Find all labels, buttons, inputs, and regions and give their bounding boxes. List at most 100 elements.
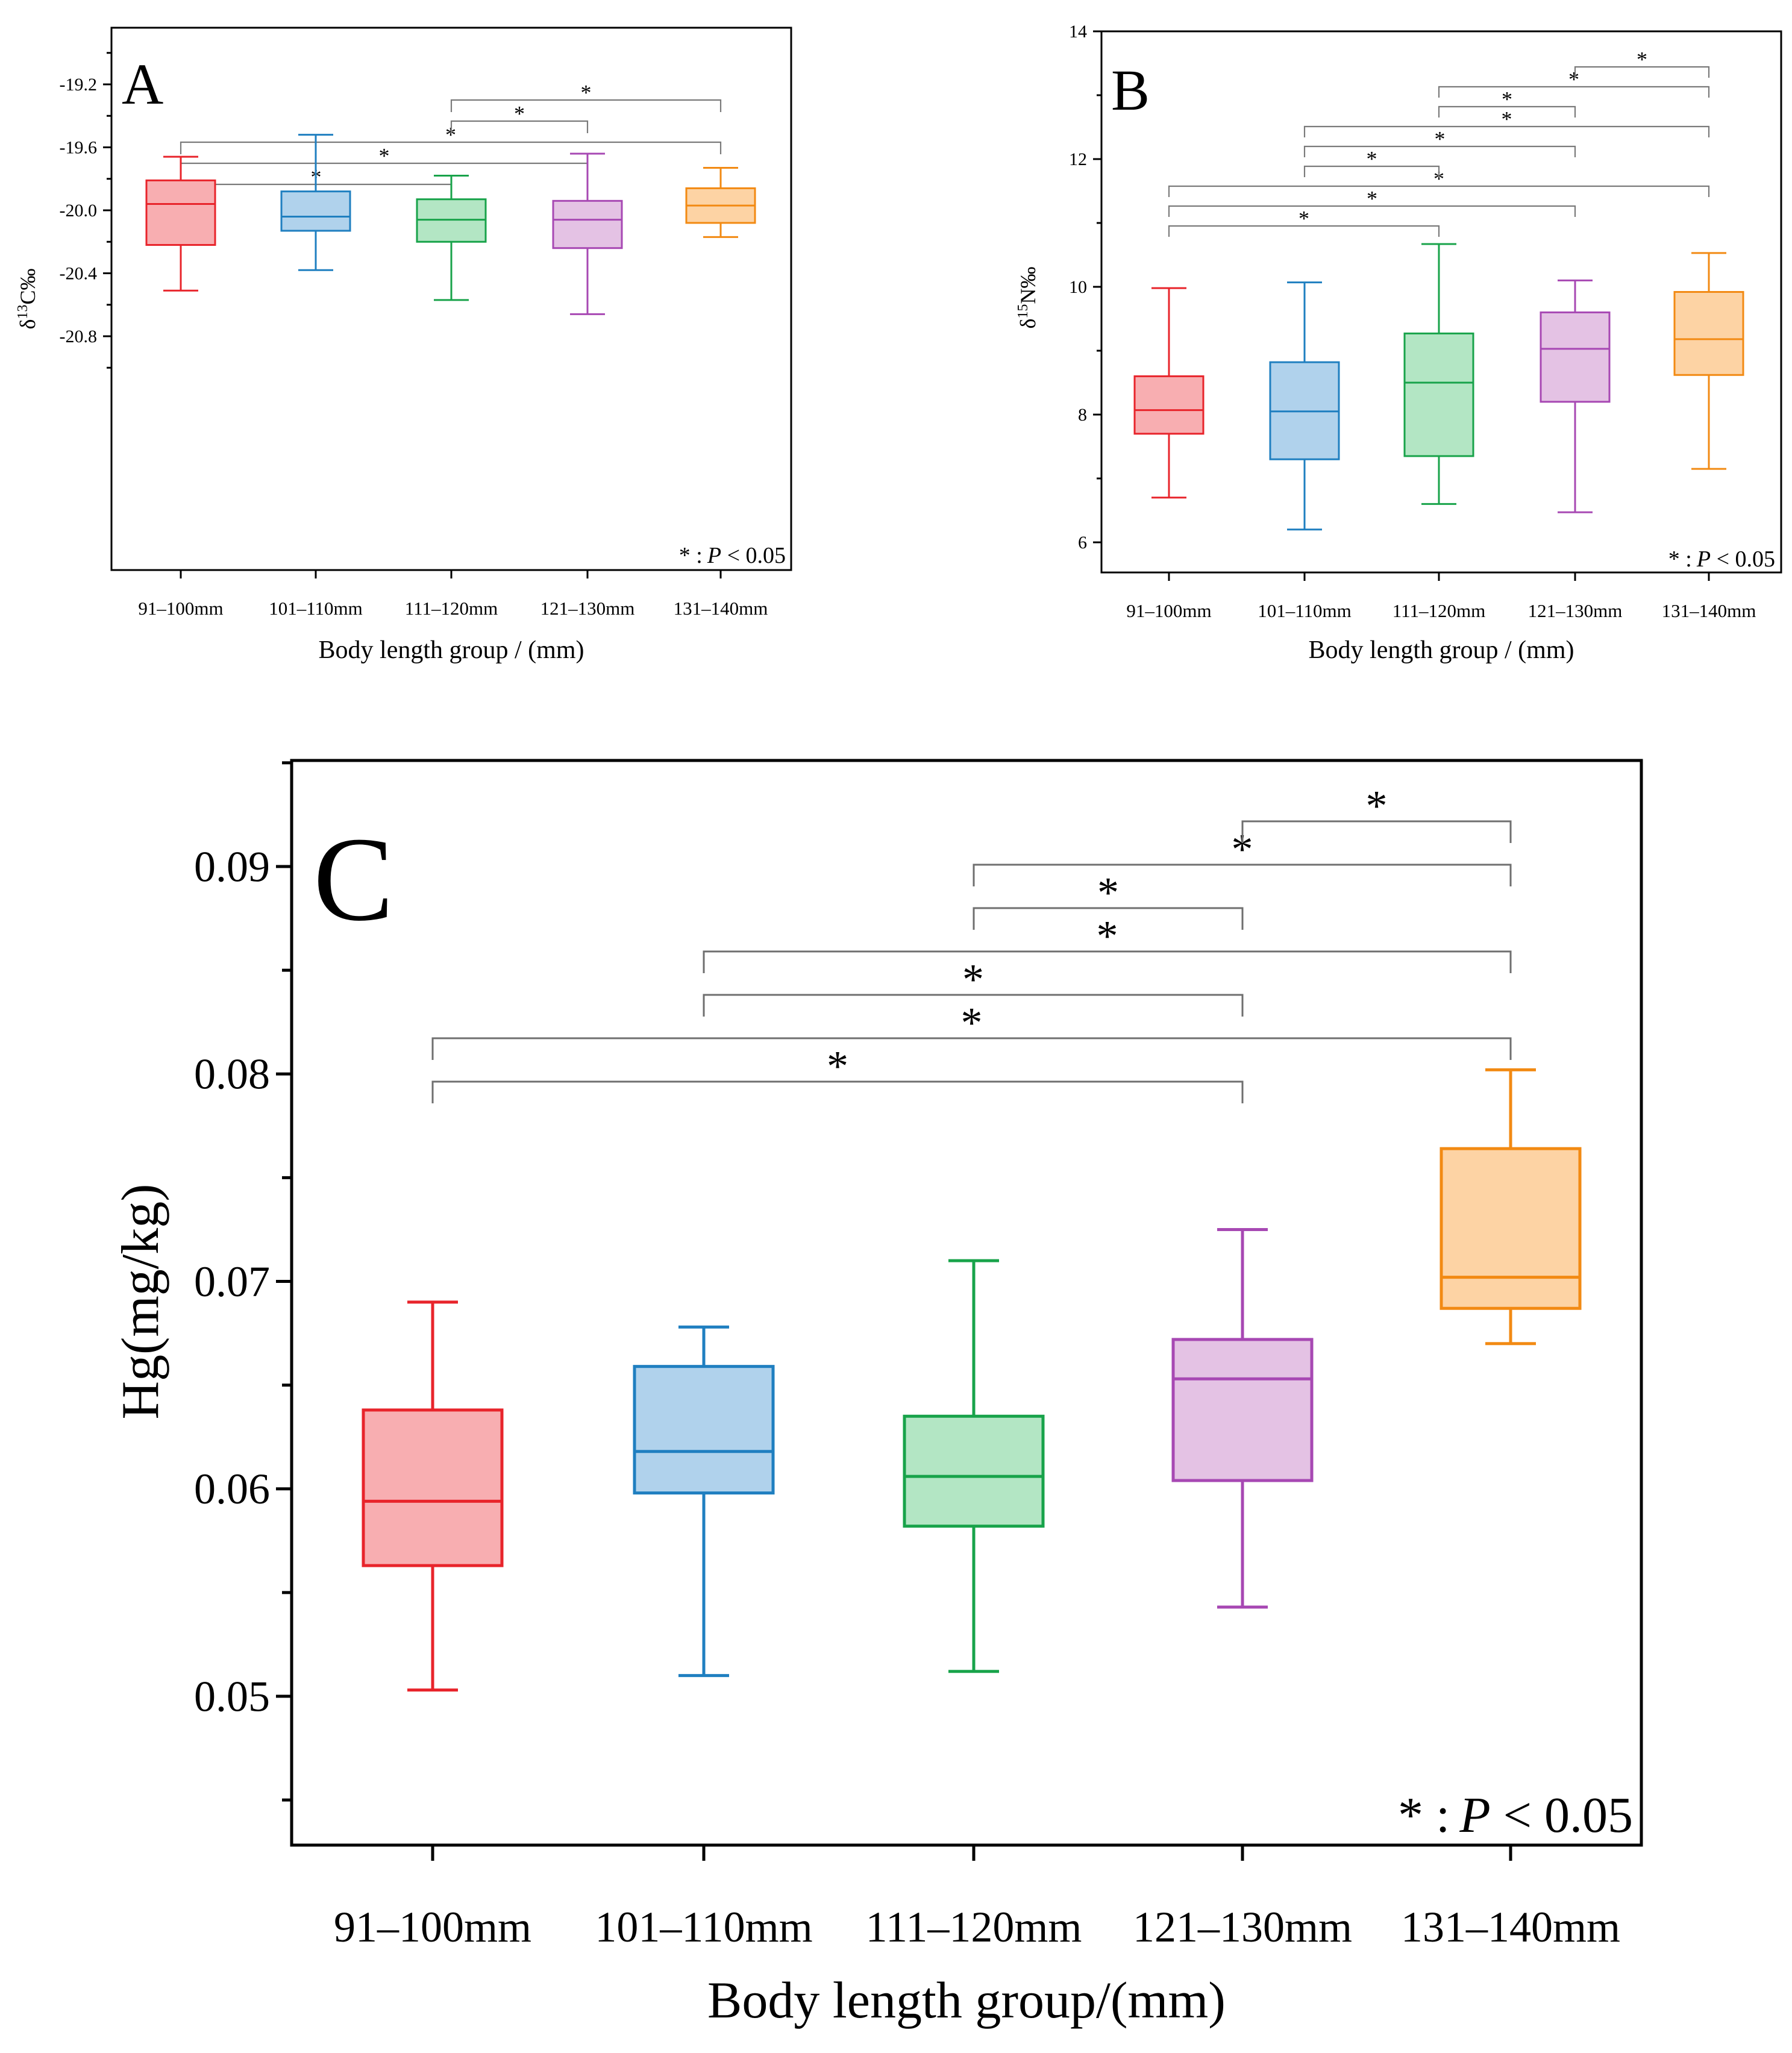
panel-c-frame [290,759,1643,1847]
panel-c-sig-bracket-6 [1241,820,1512,843]
panel-c-sig-star-1: * [961,999,983,1047]
panel-a-y-axis-delta: δ [16,319,40,330]
panel-c-x-tick-label-4: 131–140mm [1401,1903,1620,1951]
panel-b-y-axis-tail: N‰ [1016,267,1040,304]
panel-c-y-ticks: 0.09 0.08 0.07 0.06 0.05 [194,761,292,1802]
panel-a-x-tick-label-3: 121–130mm [540,598,635,619]
panel-a-x-tick-label-4: 131–140mm [674,598,768,619]
panel-b-sig-bracket-4 [1303,145,1576,157]
panel-a-sig-bracket-4 [450,99,722,112]
panel-c-x-tick-label-2: 111–120mm [866,1903,1082,1951]
panel-a-y-tick-label-0: -19.2 [60,75,98,95]
panel-c-box-4-iqr [1440,1147,1582,1310]
panel-b-x-axis-title: Body length group / (mm) [1309,636,1574,664]
panel-c-y-tick-label-2: 0.07 [194,1258,270,1306]
panel-c-sig-star-6: * [1366,782,1388,830]
panel-c-sig-star-3: * [1097,912,1118,961]
panel-c-sig-bracket-4 [973,907,1244,930]
panel-b-box-0-iqr [1133,375,1205,435]
panel-b-significance: ********* [1168,47,1710,237]
panel-c-sig-star-0: * [827,1042,848,1091]
panel-b-sig-bracket-0 [1168,225,1440,237]
panel-c-y-tick-label-4: 0.05 [194,1672,270,1720]
panel-b-x-tick-label-4: 131–140mm [1662,600,1756,621]
panel-a-chart: A -19.2 -19.6 -20.0 -20.4 -20.8 91–100mm 101–… [15,27,792,664]
panel-b-sig-bracket-2 [1168,185,1710,197]
panel-b-sig-star-7: * [1568,67,1579,91]
panel-c-x-tick-label-1: 101–110mm [595,1903,812,1951]
panel-b-legend-star: * : [1668,547,1692,572]
panel-c-x-ticks: 91–100mm 101–110mm 111–120mm 121–130mm 131–1… [334,1845,1620,1951]
panel-c-legend-threshold: < 0.05 [1491,1787,1633,1843]
panel-b-sig-star-0: * [1299,206,1309,230]
panel-a-x-ticks: 91–100mm 101–110mm 111–120mm 121–130mm 131–1… [138,570,768,619]
panel-b-y-axis-delta: δ [1016,319,1040,329]
panel-c-x-axis-title: Body length group/(mm) [707,1971,1226,2029]
panel-b-sig-star-1: * [1367,186,1377,210]
panel-c-legend-p: P [1459,1787,1490,1843]
panel-a-sig-star-1: * [379,143,390,168]
panel-a-label: A [122,52,163,116]
panel-b-chart: B 14 12 10 8 6 91–100mm 101–110mm 111–120mm 121… [1015,22,1782,664]
panel-b-sig-bracket-6 [1438,105,1576,118]
panel-b-sig-bracket-8 [1574,66,1710,78]
panel-c-sig-bracket-3 [703,950,1512,973]
panel-c-box-1-iqr [633,1365,775,1495]
panel-b-sig-bracket-7 [1438,86,1710,98]
panel-b-x-tick-label-2: 111–120mm [1393,600,1485,621]
panel-b-boxes [1133,243,1744,531]
panel-a-box-1-iqr [280,190,351,232]
panel-c-y-tick-label-1: 0.08 [194,1050,270,1099]
panel-a-box-3-iqr [552,199,623,249]
panel-b-y-tick-label-3: 8 [1078,405,1087,425]
panel-a-y-axis-title: δ13C‰ [15,269,40,330]
panel-a-p-legend: * :P < 0.05 [679,543,786,568]
panel-b-y-tick-label-4: 6 [1078,533,1087,553]
panel-a-legend-p: P [707,543,721,568]
panel-b-sig-star-3: * [1367,146,1377,171]
panel-c-y-tick-label-3: 0.06 [194,1465,270,1513]
panel-a-sig-star-2: * [445,122,456,146]
panel-c-boxes [362,1068,1582,1692]
panel-b-frame [1100,30,1782,574]
panel-a-sig-bracket-2 [180,141,722,154]
panel-a-sig-bracket-3 [450,120,589,133]
panel-c-sig-star-2: * [962,956,984,1004]
panel-b-p-legend: * :P < 0.05 [1668,547,1775,572]
panel-a-x-tick-label-0: 91–100mm [138,598,223,619]
panel-b-legend-threshold: < 0.05 [1711,547,1775,572]
panel-a-sig-star-4: * [581,80,592,104]
panel-b-x-tick-label-3: 121–130mm [1528,600,1623,621]
panel-c-sig-bracket-2 [703,994,1244,1017]
panel-c-x-tick-label-0: 91–100mm [334,1903,531,1951]
panel-b-sig-star-4: * [1435,127,1446,151]
panel-b-sig-bracket-3 [1303,165,1440,177]
panel-b-box-3-iqr [1540,311,1611,403]
panel-b-y-tick-label-1: 12 [1069,149,1087,169]
panel-a-box-0-iqr [145,179,216,246]
panel-b-box-2-iqr [1403,332,1474,457]
panel-c-box-0-iqr [362,1408,504,1567]
panel-b-y-tick-label-2: 10 [1069,277,1087,297]
panel-c-significance: ******* [431,782,1512,1103]
panel-a-y-axis-sup: 13 [15,305,31,319]
panel-b-y-tick-label-0: 14 [1069,22,1087,42]
panel-a-x-tick-label-2: 111–120mm [405,598,498,619]
panel-b-x-tick-label-1: 101–110mm [1258,600,1352,621]
panel-c-sig-bracket-1 [431,1037,1512,1060]
panel-b-y-axis-title: δ15N‰ [1015,267,1040,329]
panel-a-y-tick-label-3: -20.4 [60,264,98,284]
panel-c-sig-bracket-5 [973,864,1512,886]
panel-c-y-tick-label-0: 0.09 [194,842,270,891]
panel-b-sig-bracket-5 [1303,125,1710,137]
panel-a-y-tick-label-2: -20.0 [60,201,98,221]
panel-b-y-axis-sup: 15 [1015,304,1031,319]
panel-a-legend-star: * : [679,543,703,568]
panel-b-sig-star-8: * [1637,47,1647,71]
panel-b-box-4-iqr [1673,290,1744,376]
panel-c-sig-star-4: * [1097,869,1119,917]
panel-b-sig-star-6: * [1502,87,1512,111]
panel-c-x-tick-label-3: 121–130mm [1133,1903,1352,1951]
panel-b-label: B [1111,58,1150,122]
